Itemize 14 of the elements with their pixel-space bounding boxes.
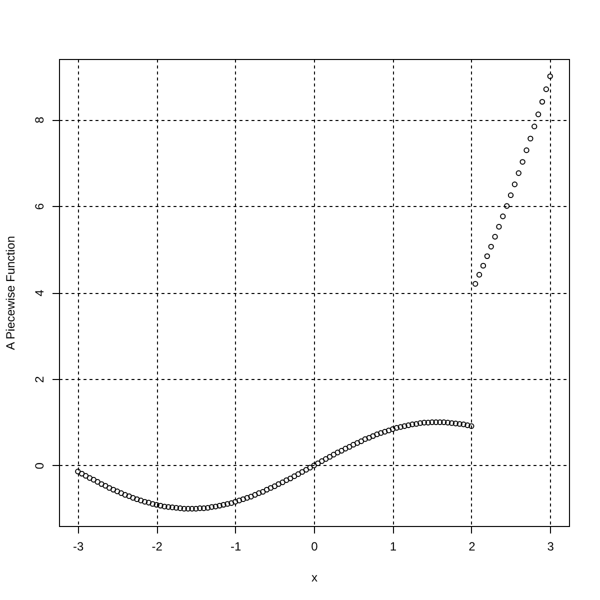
- y-tick-label: 0: [32, 462, 46, 470]
- y-tick-label: 6: [32, 202, 46, 210]
- x-tick-label: 0: [311, 540, 318, 554]
- x-tick-label: 1: [390, 540, 397, 554]
- x-tick-label: -3: [73, 540, 84, 554]
- x-tick-label: -1: [230, 540, 242, 554]
- x-tick-label: -2: [152, 540, 163, 554]
- x-axis-title: x: [312, 570, 318, 584]
- y-tick-label: 8: [32, 116, 46, 124]
- y-tick-label: 2: [32, 376, 46, 383]
- y-tick-label: 4: [32, 289, 46, 296]
- y-axis-title: A Piecewise Function: [4, 236, 18, 350]
- x-tick-label: 3: [547, 540, 554, 554]
- x-tick-label: 2: [468, 540, 476, 554]
